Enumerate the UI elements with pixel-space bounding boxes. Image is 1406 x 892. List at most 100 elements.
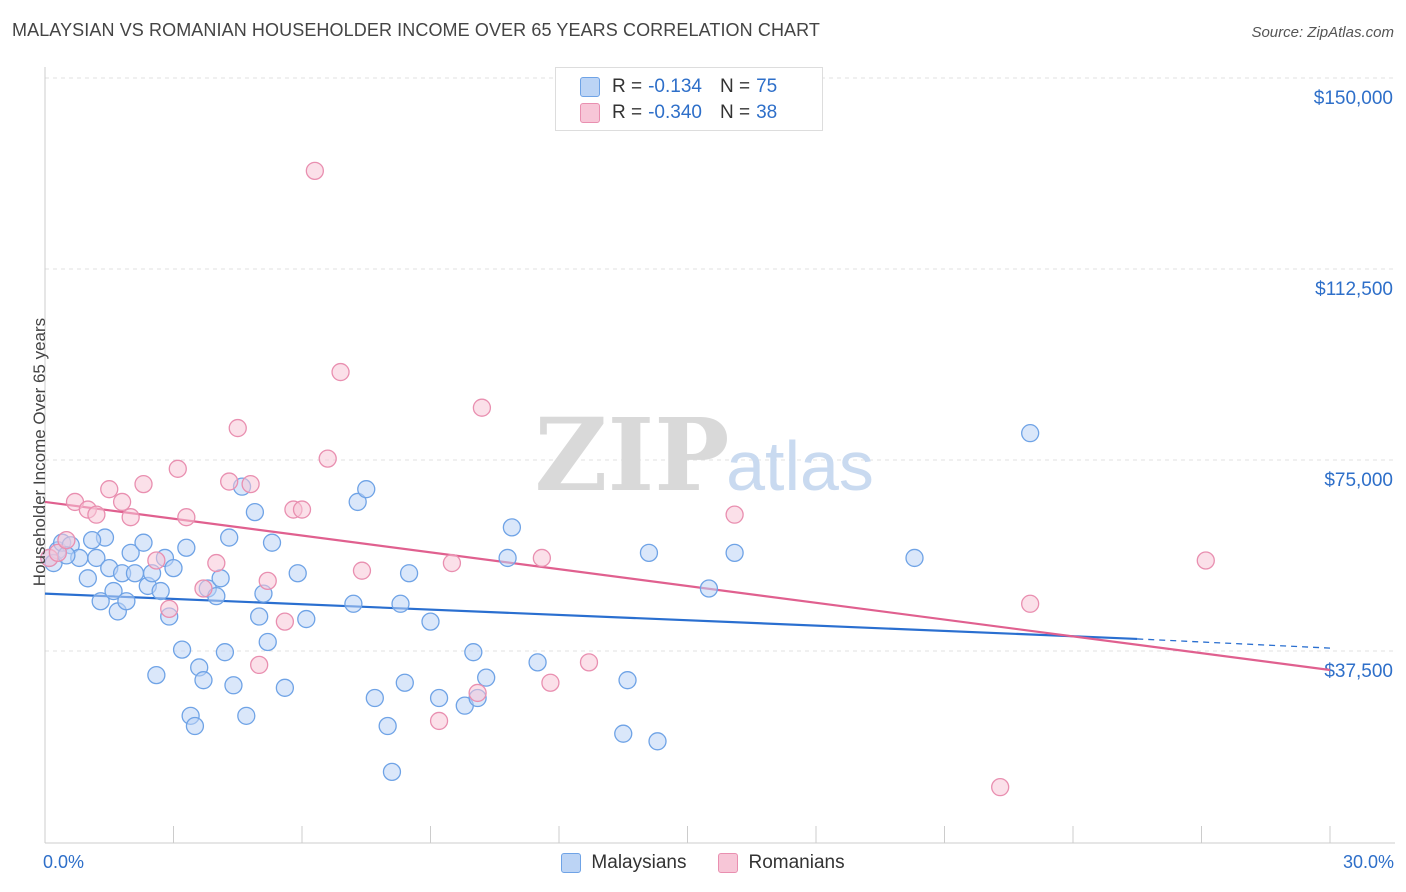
legend-label-malaysians: Malaysians [591,852,687,873]
legend-swatch-malaysians [561,853,582,873]
point-romanians-29 [442,553,462,573]
point-romanians-35 [725,505,744,524]
point-romanians-33 [541,673,560,692]
point-malaysians-67 [699,579,719,598]
point-malaysians-41 [258,632,277,652]
y-tick-labels: $150,000 $112,500 $75,000 $37,500 [1314,88,1393,682]
point-romanians-19 [250,655,269,675]
legend-swatch-malaysians [580,77,600,97]
point-malaysians-63 [614,724,633,743]
point-romanians-16 [220,472,239,491]
legend-label-romanians: Romanians [748,852,845,873]
point-malaysians-46 [344,594,363,613]
y-axis-label: Householder Income Over 65 years [30,317,49,587]
point-malaysians-59 [477,668,496,687]
point-romanians-21 [275,612,295,631]
legend-item-malaysians[interactable]: Malaysians [561,852,686,874]
point-malaysians-54 [421,612,440,631]
point-romanians-11 [160,599,179,619]
point-malaysians-49 [365,688,384,708]
point-malaysians-52 [395,673,414,692]
r-label: R = [612,76,643,97]
point-malaysians-33 [215,643,235,662]
point-malaysians-55 [429,688,449,708]
legend-item-romanians[interactable]: Romanians [718,852,845,874]
point-romanians-13 [177,508,196,527]
watermark-zip: ZIP [535,396,730,514]
y-tick-label-1: $112,500 [1315,279,1393,300]
point-malaysians-10 [104,581,123,601]
legend-row-malaysians: R = -0.134 N = 75 [580,75,777,99]
point-malaysians-73 [82,530,102,550]
correlation-legend: R = -0.134 N = 75 R = -0.340 N = 38 [555,67,823,131]
point-romanians-14 [194,579,213,598]
point-malaysians-48 [357,480,376,499]
y-tick-label-0: $150,000 [1314,88,1393,109]
data-points [40,161,1215,797]
point-malaysians-37 [237,706,256,725]
r-value-malaysians: -0.134 [648,76,702,97]
r-label: R = [612,102,643,123]
gridlines [45,77,1395,652]
point-malaysians-20 [151,581,170,601]
axes [44,67,1395,844]
point-malaysians-68 [725,543,744,563]
point-romanians-28 [429,711,449,731]
point-malaysians-47 [348,492,367,512]
y-tick-label-3: $37,500 [1324,661,1393,682]
point-malaysians-62 [528,653,547,672]
point-malaysians-44 [288,564,307,583]
point-romanians-2 [57,530,76,550]
point-malaysians-19 [147,665,166,685]
point-malaysians-38 [245,502,265,522]
point-malaysians-34 [220,528,239,547]
point-romanians-38 [1196,551,1215,570]
point-malaysians-43 [275,678,295,697]
point-malaysians-66 [648,732,667,751]
n-label: N = [719,102,751,123]
legend-row-romanians: R = -0.340 N = 38 [580,101,777,125]
point-romanians-8 [121,508,140,527]
trend-line-romanians [44,500,1331,672]
point-malaysians-16 [134,533,153,552]
point-malaysians-71 [382,762,402,782]
point-malaysians-70 [1021,424,1040,443]
point-malaysians-61 [502,518,522,537]
point-romanians-30 [468,683,487,703]
point-malaysians-64 [618,671,637,690]
point-romanians-27 [352,561,372,580]
trend-line-extension-malaysians [1137,638,1331,649]
source-label: Source: ZipAtlas.com [1251,24,1394,41]
legend-swatch-romanians [580,103,600,123]
point-malaysians-65 [639,543,659,563]
point-romanians-17 [228,418,247,438]
point-romanians-24 [305,161,325,181]
point-malaysians-14 [121,543,140,563]
point-malaysians-32 [211,569,230,588]
n-value-malaysians: 75 [756,76,778,97]
point-malaysians-6 [87,548,106,568]
point-romanians-10 [147,551,166,570]
point-malaysians-50 [378,716,397,736]
point-romanians-34 [579,653,599,672]
n-label: N = [719,76,751,97]
point-romanians-15 [207,553,226,573]
point-romanians-26 [331,362,350,382]
point-malaysians-57 [464,643,483,662]
point-romanians-6 [100,480,119,499]
point-malaysians-42 [262,533,282,552]
point-malaysians-23 [164,558,183,578]
point-romanians-23 [292,500,312,519]
r-value-romanians: -0.340 [648,102,702,123]
point-romanians-1 [48,543,67,563]
point-romanians-12 [168,459,187,478]
point-malaysians-53 [399,564,419,583]
point-romanians-20 [258,571,277,591]
point-romanians-18 [241,474,260,494]
point-romanians-7 [112,492,132,512]
series-legend: Malaysians Romanians [0,852,1406,874]
point-malaysians-5 [78,569,97,588]
point-malaysians-60 [498,548,517,568]
